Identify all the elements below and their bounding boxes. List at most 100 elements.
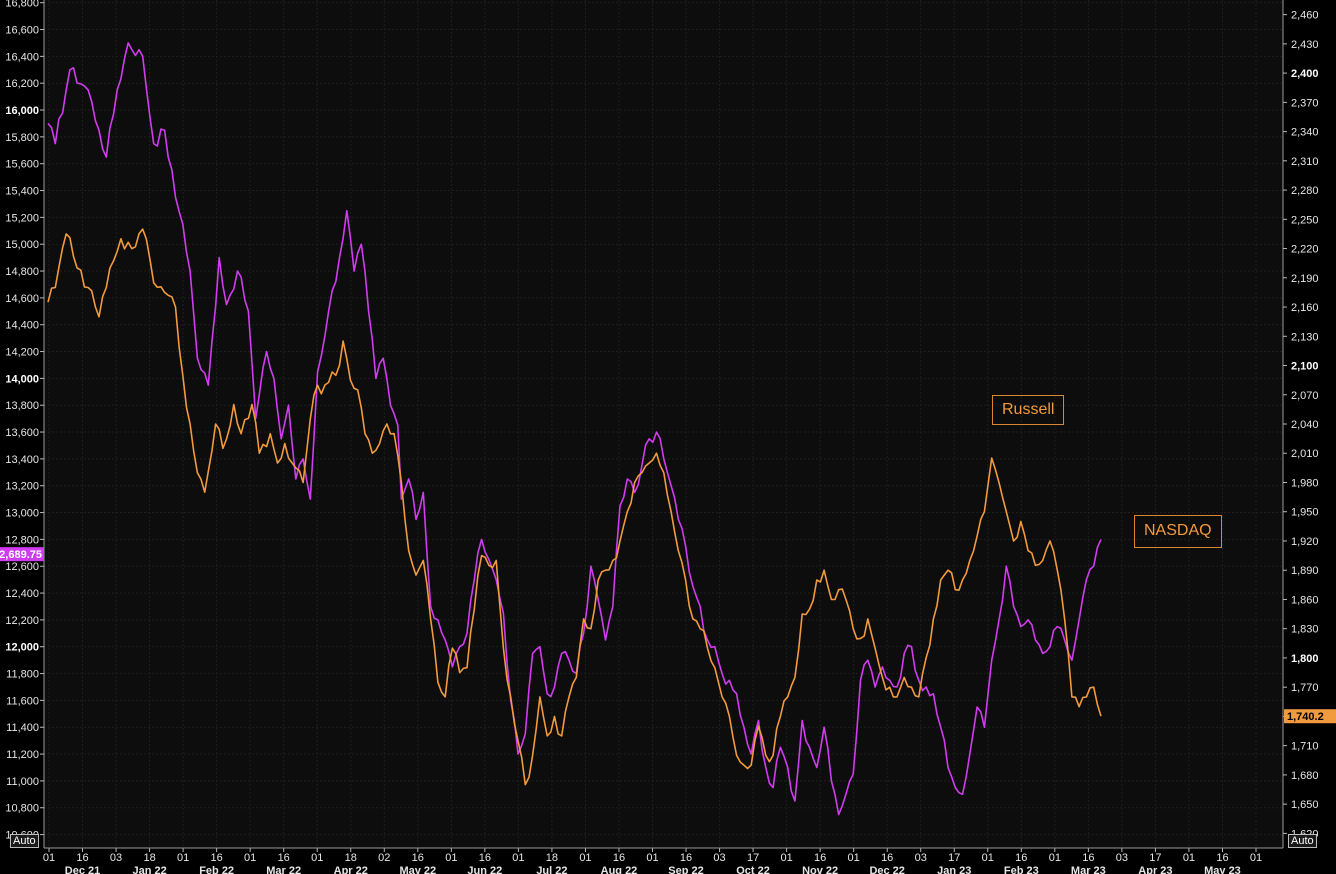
x-month-label: Dec 21: [65, 865, 100, 874]
y-left-tick-label: 11,800: [6, 669, 39, 681]
y-left-tick-label: 13,400: [5, 454, 39, 466]
x-day-label: 01: [177, 852, 189, 864]
y-left-tick-label: 13,800: [5, 400, 39, 412]
y-left-tick-label: 14,800: [5, 266, 39, 278]
y-left-tick-label: 16,000: [5, 105, 39, 117]
nasdaq-label: NASDAQ: [1144, 522, 1212, 539]
y-left-tick-label: 14,000: [5, 373, 39, 385]
y-left-tick-label: 11,000: [6, 776, 39, 788]
x-month-label: Jul 22: [536, 865, 567, 874]
y-left-tick-label: 13,000: [5, 508, 39, 520]
x-day-label: 01: [445, 852, 457, 864]
y-right-tick-label: 2,190: [1291, 273, 1319, 285]
russell-label: Russell: [1002, 401, 1055, 418]
x-month-label: Jan 22: [132, 865, 166, 874]
x-month-label: Nov 22: [802, 865, 838, 874]
y-right-tick-label: 2,340: [1291, 127, 1319, 139]
x-month-label: Mar 23: [1071, 865, 1106, 874]
y-right-tick-label: 1,770: [1291, 682, 1319, 694]
y-left-tick-label: 15,600: [5, 159, 39, 171]
y-right-tick-label: 2,160: [1291, 302, 1319, 314]
x-day-label: 01: [244, 852, 256, 864]
x-day-label: 03: [1116, 852, 1128, 864]
x-day-label: 01: [1183, 852, 1195, 864]
y-left-tick-label: 14,400: [5, 320, 39, 332]
x-day-label: 01: [512, 852, 524, 864]
y-right-tick-label: 2,100: [1291, 361, 1319, 373]
x-day-label: 17: [747, 852, 759, 864]
x-day-label: 02: [378, 852, 390, 864]
x-day-label: 01: [579, 852, 591, 864]
x-day-label: 01: [1250, 852, 1262, 864]
y-right-tick-label: 1,800: [1291, 653, 1319, 665]
y-right-tick-label: 2,400: [1291, 68, 1319, 80]
y-right-tick-label: 2,040: [1291, 419, 1319, 431]
y-right-tick-label: 2,070: [1291, 390, 1319, 402]
y-right-tick-label: 2,280: [1291, 185, 1319, 197]
y-left-tick-label: 16,600: [5, 25, 39, 37]
y-left-tick-label: 11,400: [6, 722, 39, 734]
x-day-label: 16: [613, 852, 625, 864]
x-day-label: 01: [646, 852, 658, 864]
y-right-tick-label: 2,010: [1291, 448, 1319, 460]
x-day-label: 03: [713, 852, 725, 864]
x-month-label: Jun 22: [467, 865, 502, 874]
y-left-tick-label: 11,600: [6, 695, 39, 707]
y-left-tick-label: 14,600: [5, 293, 39, 305]
y-left-tick-label: 15,400: [5, 186, 39, 198]
x-month-label: May 23: [1204, 865, 1241, 874]
y-right-tick-label: 2,130: [1291, 331, 1319, 343]
x-day-label: 16: [412, 852, 424, 864]
right-last-value-label: 1,740.2: [1287, 711, 1324, 723]
x-day-label: 18: [345, 852, 357, 864]
y-right-tick-label: 1,650: [1291, 799, 1319, 811]
x-month-label: Dec 22: [869, 865, 904, 874]
x-day-label: 17: [1149, 852, 1161, 864]
x-day-label: 17: [948, 852, 960, 864]
left-last-value-tag: [0, 547, 44, 562]
y-left-tick-label: 12,000: [5, 642, 39, 654]
x-day-label: 16: [1082, 852, 1094, 864]
x-day-label: 16: [211, 852, 223, 864]
x-month-label: Mar 22: [266, 865, 301, 874]
y-right-tick-label: 1,710: [1291, 741, 1319, 753]
y-right-tick-label: 1,920: [1291, 536, 1319, 548]
y-left-tick-label: 12,400: [5, 588, 39, 600]
russell-callout: Russell: [992, 395, 1065, 425]
y-right-tick-label: 1,860: [1291, 594, 1319, 606]
x-month-label: May 22: [399, 865, 436, 874]
y-left-tick-label: 12,600: [5, 561, 39, 573]
x-day-label: 01: [1049, 852, 1061, 864]
right-auto-button[interactable]: Auto: [1288, 834, 1317, 848]
x-day-label: 01: [982, 852, 994, 864]
x-month-label: Feb 23: [1004, 865, 1039, 874]
y-left-tick-label: 11,200: [6, 749, 39, 761]
x-day-label: 18: [143, 852, 155, 864]
y-left-tick-label: 13,600: [5, 427, 39, 439]
y-left-tick-label: 15,200: [5, 212, 39, 224]
y-right-tick-label: 1,980: [1291, 477, 1319, 489]
y-right-tick-label: 1,830: [1291, 624, 1319, 636]
x-month-label: Jan 23: [937, 865, 971, 874]
y-left-tick-label: 14,200: [5, 347, 39, 359]
left-auto-button[interactable]: Auto: [10, 834, 39, 848]
x-day-label: 18: [546, 852, 558, 864]
x-month-label: Feb 22: [199, 865, 234, 874]
x-month-label: Apr 23: [1138, 865, 1172, 874]
x-day-label: 16: [680, 852, 692, 864]
y-right-tick-label: 2,460: [1291, 10, 1319, 22]
x-day-label: 16: [881, 852, 893, 864]
y-left-tick-label: 12,800: [5, 534, 39, 546]
y-left-tick-label: 16,400: [5, 51, 39, 63]
x-day-label: 16: [278, 852, 290, 864]
x-day-label: 01: [43, 852, 55, 864]
y-right-tick-label: 1,680: [1291, 770, 1319, 782]
x-day-label: 16: [814, 852, 826, 864]
x-day-label: 16: [1216, 852, 1228, 864]
y-right-tick-label: 2,370: [1291, 97, 1319, 109]
x-month-label: Aug 22: [601, 865, 638, 874]
x-day-label: 16: [1015, 852, 1027, 864]
series-line-nasdaq: [47, 42, 1102, 816]
y-right-tick-label: 2,250: [1291, 214, 1319, 226]
x-day-label: 01: [311, 852, 323, 864]
